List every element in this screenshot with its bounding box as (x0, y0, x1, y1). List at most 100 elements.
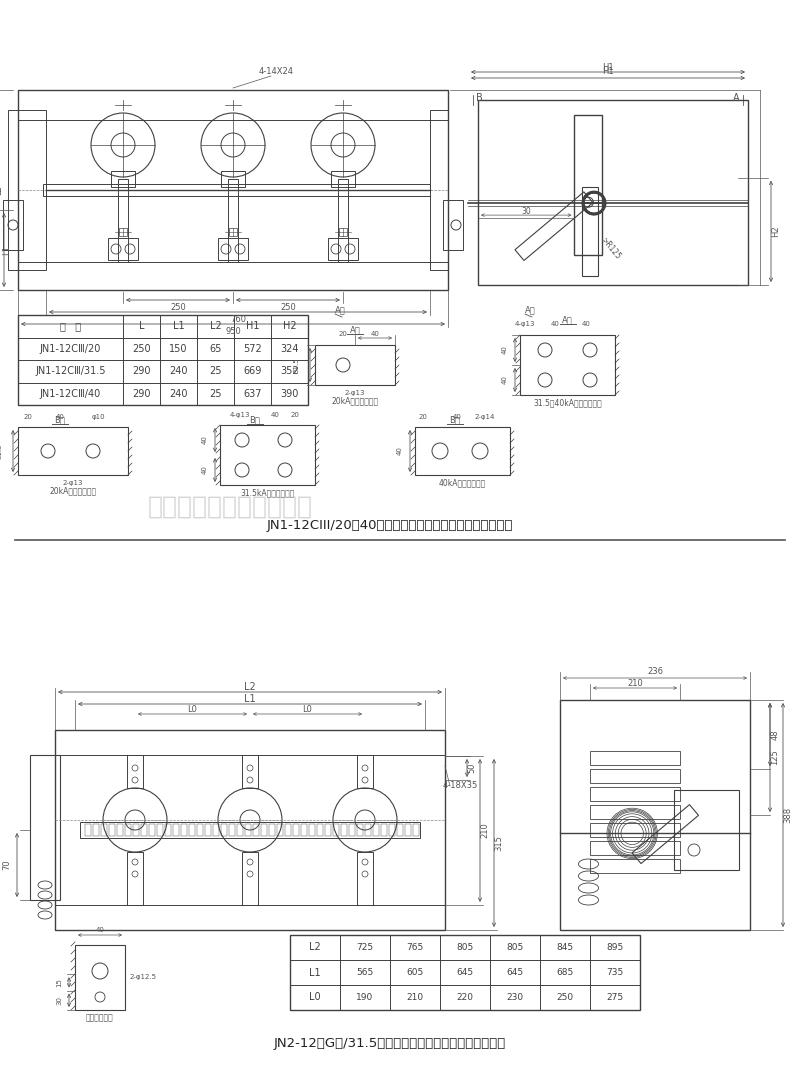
Text: 230: 230 (506, 993, 523, 1002)
Bar (290, 935, 640, 1010)
Text: 645: 645 (457, 968, 474, 977)
Bar (237, 824, 243, 836)
Bar (560, 700, 750, 930)
Text: L1: L1 (244, 694, 256, 704)
Bar (365, 824, 371, 836)
Text: A视: A视 (334, 306, 346, 314)
Text: L1: L1 (309, 967, 321, 978)
Bar (18, 262, 448, 290)
Text: 290: 290 (132, 389, 150, 398)
Text: 40: 40 (582, 321, 591, 327)
Text: φ10: φ10 (91, 414, 105, 420)
Bar (85, 824, 91, 836)
Text: 4-18X35: 4-18X35 (442, 782, 478, 790)
Text: 仗征普菲特电器有限公司: 仗征普菲特电器有限公司 (147, 495, 313, 519)
Bar (590, 804, 680, 819)
Bar (218, 237, 248, 260)
Bar (213, 824, 219, 836)
Bar (478, 100, 748, 285)
Bar (119, 228, 127, 236)
Text: H1: H1 (602, 63, 614, 71)
Text: A视: A视 (525, 306, 535, 314)
Text: 150: 150 (170, 344, 188, 354)
Bar (127, 755, 143, 788)
Bar (590, 786, 680, 801)
Bar (242, 852, 258, 905)
Text: 565: 565 (356, 968, 374, 977)
Text: 型   号: 型 号 (60, 322, 81, 331)
Text: 4-φ13: 4-φ13 (514, 321, 535, 327)
Text: 637: 637 (243, 389, 262, 398)
Text: 40: 40 (550, 321, 559, 327)
Bar (338, 179, 348, 262)
Text: 210: 210 (627, 679, 643, 688)
Bar (111, 171, 135, 187)
Text: L0: L0 (187, 705, 198, 715)
Bar (269, 824, 275, 836)
Text: 240: 240 (170, 389, 188, 398)
Bar (373, 824, 379, 836)
Bar (520, 335, 615, 395)
Text: L0: L0 (309, 993, 321, 1002)
Text: B: B (476, 93, 482, 103)
Text: 31.5: 31.5 (0, 443, 2, 459)
Bar (317, 824, 323, 836)
Bar (381, 824, 387, 836)
Text: L: L (138, 322, 144, 331)
Text: 2-φ13: 2-φ13 (62, 480, 83, 486)
Bar (149, 824, 155, 836)
Bar (173, 824, 179, 836)
Bar (582, 187, 598, 276)
Text: 40: 40 (397, 446, 403, 456)
Bar (245, 824, 251, 836)
Text: 40: 40 (502, 345, 508, 355)
Text: 20kA接线端子尺寸: 20kA接线端子尺寸 (331, 396, 378, 406)
Text: 15: 15 (56, 978, 62, 987)
Text: 接线端子尺寸: 接线端子尺寸 (86, 1014, 114, 1022)
Text: 572: 572 (243, 344, 262, 354)
Bar (141, 824, 147, 836)
Text: 236: 236 (647, 668, 663, 676)
Text: 210: 210 (481, 822, 490, 838)
Bar (55, 730, 445, 755)
Text: 40: 40 (95, 927, 105, 933)
Bar (80, 822, 420, 838)
Bar (349, 824, 355, 836)
Bar (674, 790, 739, 870)
Text: 50: 50 (467, 763, 477, 773)
Bar (8, 110, 46, 271)
Bar (165, 824, 171, 836)
Bar (242, 755, 258, 788)
Text: JN1-12CⅢ/40: JN1-12CⅢ/40 (40, 389, 101, 398)
Text: 250: 250 (557, 993, 574, 1002)
Bar (118, 179, 128, 262)
Text: 645: 645 (506, 968, 523, 977)
Text: 2-φ14: 2-φ14 (475, 414, 495, 420)
Text: 20: 20 (418, 414, 427, 420)
Bar (157, 824, 163, 836)
Text: 210: 210 (406, 993, 423, 1002)
Bar (357, 824, 363, 836)
Text: 250: 250 (132, 344, 151, 354)
Bar (221, 171, 245, 187)
Bar (3, 200, 23, 250)
Text: 70: 70 (2, 859, 11, 870)
Text: 40: 40 (55, 414, 65, 420)
Bar (415, 427, 510, 475)
Bar (125, 824, 131, 836)
Text: L0: L0 (302, 705, 313, 715)
Text: H1: H1 (246, 322, 259, 331)
Bar (108, 237, 138, 260)
Text: H2: H2 (282, 322, 296, 331)
Text: L2: L2 (210, 322, 222, 331)
Text: 40: 40 (202, 465, 208, 474)
Text: A: A (734, 93, 740, 103)
Text: 805: 805 (456, 943, 474, 952)
Text: 895: 895 (606, 943, 624, 952)
Bar (430, 110, 448, 271)
Text: L2: L2 (309, 943, 321, 952)
Bar (574, 115, 602, 255)
Bar (333, 824, 339, 836)
Text: >R125: >R125 (599, 235, 622, 261)
Bar (18, 91, 448, 290)
